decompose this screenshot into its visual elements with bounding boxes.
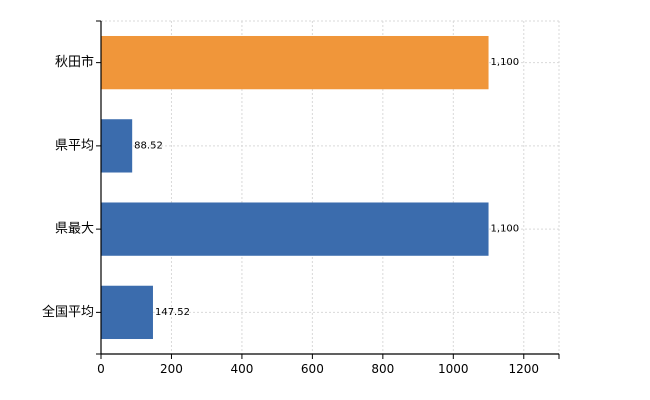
x-tick-label: 1000 (438, 362, 469, 376)
x-tick-label: 0 (97, 362, 105, 376)
bar-3 (101, 202, 489, 256)
x-tick-label: 200 (160, 362, 183, 376)
data-label: 88.52 (134, 140, 163, 151)
x-tick-label: 1200 (508, 362, 539, 376)
data-label: 1,100 (491, 57, 520, 68)
category-label: 秋田市 (55, 54, 94, 70)
bar-2 (101, 119, 133, 173)
category-label: 県最大 (55, 222, 94, 237)
axes (96, 20, 560, 359)
bar-1 (101, 35, 489, 90)
x-tick-label: 400 (230, 362, 253, 376)
x-tick-label: 800 (371, 362, 394, 376)
bars (101, 35, 489, 340)
bar-4 (101, 285, 153, 340)
data-label: 1,100 (491, 224, 520, 235)
category-label: 全国平均 (42, 304, 94, 320)
x-tick-label: 600 (301, 362, 324, 376)
data-label: 147.52 (155, 307, 190, 318)
category-label: 県平均 (55, 138, 94, 153)
labels: 1,100 秋田市 88.52 県平均 1,100 県最大 147.52 全国平均 0 200 40… (42, 54, 539, 376)
